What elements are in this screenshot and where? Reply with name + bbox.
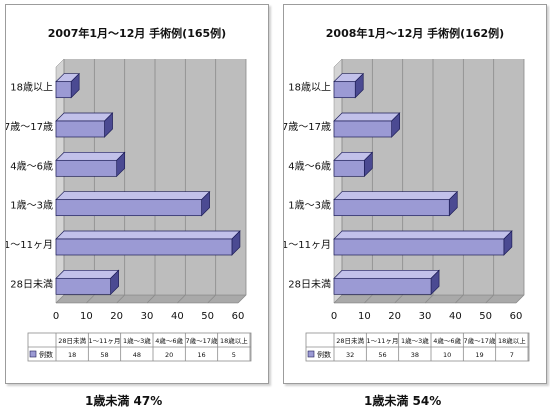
bar [55,277,111,295]
table-value: 16 [197,351,205,359]
table-header: 4歳～6歳 [433,336,461,345]
category-label: 1～11ヶ月 [284,239,331,251]
bar-top [55,191,211,201]
tick-label: 30 [141,311,154,322]
category-label: 7歳～17歳 [284,121,331,133]
gridline [394,59,404,304]
table-header: 28日未満 [336,336,364,345]
bar [55,120,105,138]
legend-swatch [29,350,37,358]
bar [333,120,392,138]
back-wall [334,59,524,295]
category-label: 4歳～6歳 [10,160,53,172]
gridline [237,59,247,304]
legend-label: 例数 [39,350,53,359]
table-value: 19 [475,351,483,359]
bar [333,159,365,177]
table-header: 4歳～6歳 [155,336,183,345]
tick-label: 60 [510,311,523,322]
gridline [55,59,65,304]
tick-label: 10 [358,311,371,322]
bar-top [55,269,120,279]
gridline [177,59,186,304]
bar [55,238,233,256]
chart-panel-2008: 2008年1月～12月 手術例(162例) 28日未満 1～11ヶ月 1歳～3歳 4歳～… [283,4,547,384]
table-value: 48 [133,351,141,359]
table-header: 1歳～3歳 [401,336,429,345]
tick-label: 50 [479,311,492,322]
gridline [146,59,156,304]
chart-title: 2007年1月～12月 手術例(165例) [48,26,226,40]
category-label: 1～11ヶ月 [6,239,53,251]
bar-top [55,112,114,122]
gridline [424,59,434,304]
bar-top [333,269,440,279]
back-wall [56,59,246,295]
bar [333,277,432,295]
table-value: 5 [232,351,236,359]
table-header: 1歳～3歳 [123,336,151,345]
bar [55,81,72,99]
table-header: 28日未満 [58,336,86,345]
table-header: 18歳以上 [220,336,248,345]
category-label: 18歳以上 [288,82,331,94]
category-label: 28日未満 [288,278,331,290]
caption-2008: 1歳未満 54% [364,394,442,408]
gridline [333,59,343,304]
category-label: 1歳～3歳 [288,200,331,212]
tick-label: 40 [449,311,462,322]
category-label: 4歳～6歳 [288,160,331,172]
bar [333,81,356,99]
table-value: 7 [510,351,514,359]
tick-label: 30 [419,311,432,322]
gridline [207,59,217,304]
table-header: 1～11ヶ月 [89,337,121,345]
bar [333,199,450,217]
table-header: 7歳～17歳 [186,336,218,345]
category-label: 1歳～3歳 [10,200,53,212]
table-value: 58 [100,351,108,359]
gridline [515,59,525,304]
table-value: 38 [411,351,419,359]
gridline [485,59,495,304]
tick-label: 10 [80,311,93,322]
tick-label: 50 [201,311,214,322]
table-value: 20 [165,351,173,359]
caption-2007: 1歳未満 47% [85,394,163,408]
category-label: 7歳～17歳 [6,121,53,133]
bar [55,199,202,217]
table-value: 18 [68,351,76,359]
tick-label: 40 [171,311,184,322]
bar-top [55,151,126,161]
legend-swatch [307,350,315,358]
table-header: 1～11ヶ月 [367,337,399,345]
category-label: 18歳以上 [10,82,53,94]
bar-top [333,230,513,240]
chart-title: 2008年1月～12月 手術例(162例) [326,26,504,40]
tick-label: 60 [232,311,245,322]
table-value: 56 [378,351,386,359]
bar [55,159,118,177]
bar-top [55,230,241,240]
table-value: 32 [346,351,354,359]
table-header: 7歳～17歳 [464,336,496,345]
legend-label: 例数 [317,350,331,359]
gridline [116,59,126,304]
gridline [364,59,373,304]
tick-label: 0 [331,311,337,322]
category-label: 28日未満 [10,278,53,290]
tick-label: 20 [388,311,401,322]
chart-2007: 2007年1月～12月 手術例(165例)28日未満1～11ヶ月1歳～3歳4歳～… [6,26,252,362]
bar [333,238,505,256]
table-header: 18歳以上 [498,336,526,345]
bar-top [333,191,459,201]
tick-label: 0 [53,311,59,322]
tick-label: 20 [110,311,123,322]
gridline [455,59,464,304]
gridline [86,59,95,304]
chart-2008: 2008年1月～12月 手術例(162例)28日未満1～11ヶ月1歳～3歳4歳～… [284,26,530,362]
chart-panel-2007: 2007年1月～12月 手術例(165例) 28日未満 1～11ヶ月 1歳～3歳 4歳～… [5,4,269,384]
bar-top [333,112,401,122]
table-value: 10 [443,351,451,359]
